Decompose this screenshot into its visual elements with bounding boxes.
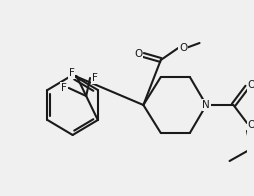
Text: O: O xyxy=(247,120,254,130)
Text: N: N xyxy=(202,100,209,110)
Text: F: F xyxy=(68,68,74,78)
Text: F: F xyxy=(92,73,98,83)
Text: O: O xyxy=(247,80,254,90)
Text: F: F xyxy=(61,83,67,93)
Text: O: O xyxy=(134,49,142,59)
Text: O: O xyxy=(178,43,186,53)
